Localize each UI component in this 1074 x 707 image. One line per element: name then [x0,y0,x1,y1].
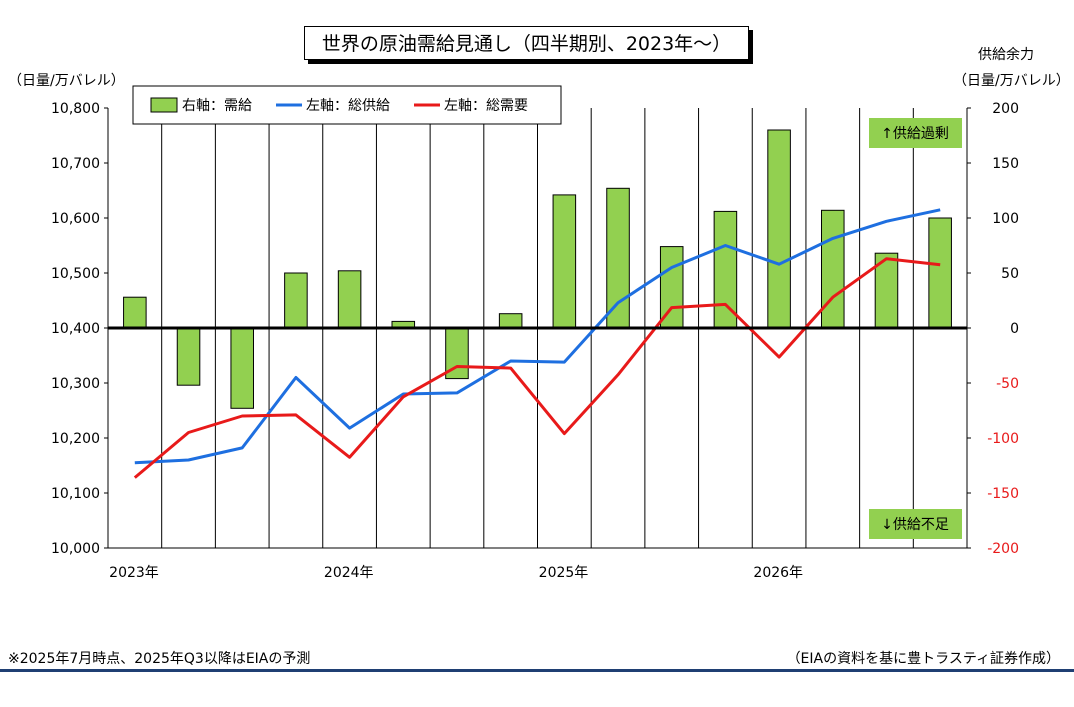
left-axis-unit: （日量/万バレル） [8,73,125,89]
left-tick-label: 10,700 [51,156,100,172]
left-tick-label: 10,400 [51,321,100,337]
supply-line [134,208,941,465]
footnote: ※2025年7月時点、2025年Q3以降はEIAの予測 [8,651,311,667]
bar-q1 [123,296,147,329]
legend-label-balance: 右軸：需給 [182,98,252,114]
source-note: （EIAの資料を基に豊トラスティ証券作成） [786,651,1060,667]
annotation-deficit-box: ↓供給不足 [869,509,962,539]
chart-svg: 10,800 10,700 10,600 10,500 10,400 10,300 10,2… [51,85,1019,581]
tick-labels: 10,800 10,700 10,600 10,500 10,400 10,300 10,2… [51,101,1019,581]
right-tick-label: 200 [992,101,1019,117]
bar-q14 [821,209,845,329]
right-tick-label: -100 [987,431,1019,447]
right-tick-label: -150 [987,486,1019,502]
right-tick-label: -200 [987,541,1019,557]
right-tick-label: 50 [1001,266,1019,282]
x-tick-label: 2024年 [324,565,374,581]
left-tick-label: 10,800 [51,101,100,117]
bar-q9 [552,194,577,329]
bar-q5 [337,270,362,329]
bar-q8 [498,313,523,329]
bar-q10 [606,187,630,329]
bar-q4 [284,272,308,329]
left-tick-label: 10,000 [51,541,100,557]
bar-q3 [230,327,254,409]
legend-box [132,85,562,125]
legend: 右軸：需給 左軸：総供給 左軸：総需要 [132,85,562,125]
x-tick-label: 2026年 [753,565,803,581]
left-tick-label: 10,300 [51,376,100,392]
right-axis-title: 供給余力 [978,47,1034,63]
x-tick-label: 2023年 [109,565,159,581]
right-axis-unit: （日量/万バレル） [953,73,1070,89]
right-tick-label: -50 [996,376,1019,392]
annotation-surplus-box: ↑供給過剰 [869,118,962,148]
chart-title: 世界の原油需給見通し（四半期別、2023年～） [304,26,749,60]
left-tick-label: 10,600 [51,211,100,227]
right-tick-label: 150 [992,156,1019,172]
bottom-rule [0,669,1074,672]
annotation-deficit: ↓供給不足 [881,517,949,533]
legend-label-supply: 左軸：総供給 [306,98,390,114]
bar-q13 [767,129,791,329]
legend-swatch-balance [150,97,178,113]
left-tick-label: 10,500 [51,266,100,282]
bar-q16 [928,217,952,329]
annotation-surplus: ↑供給過剰 [881,126,949,142]
left-tick-label: 10,200 [51,431,100,447]
legend-label-demand: 左軸：総需要 [444,98,528,114]
x-tick-label: 2025年 [539,565,589,581]
bar-q2 [176,327,201,386]
right-tick-label: 0 [1010,321,1019,337]
left-tick-label: 10,100 [51,486,100,502]
right-tick-label: 100 [992,211,1019,227]
